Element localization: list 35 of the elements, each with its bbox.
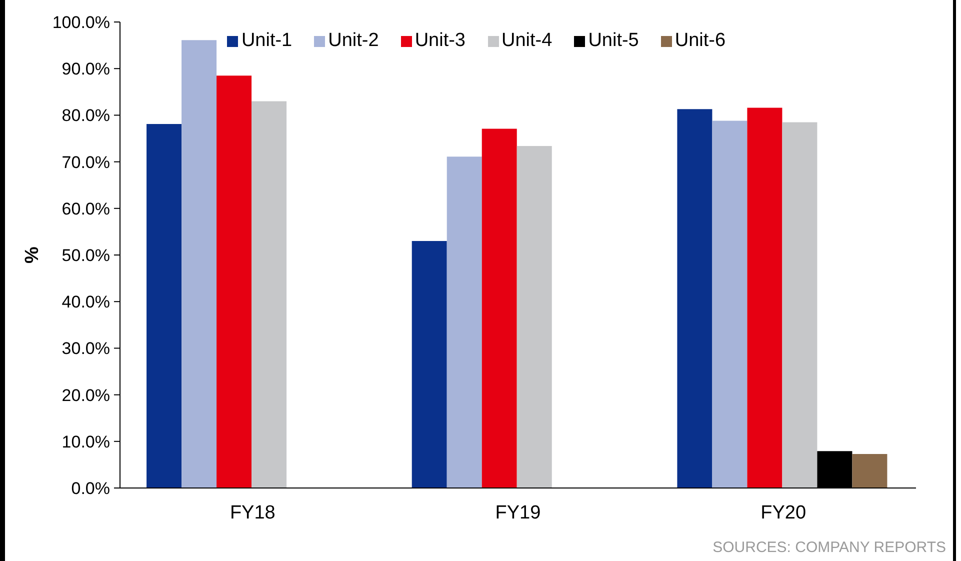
y-tick-label: 0.0%: [71, 479, 110, 498]
legend-label: Unit-3: [414, 30, 466, 51]
x-tick-label: FY18: [230, 502, 276, 524]
y-axis-title: %: [22, 246, 42, 264]
y-tick-label: 80.0%: [62, 106, 110, 126]
bar: [446, 156, 482, 488]
bar: [146, 124, 182, 488]
legend-label: Unit-2: [328, 30, 379, 51]
bar: [482, 128, 517, 488]
bar: [516, 146, 552, 488]
bar: [412, 241, 447, 488]
bar: [252, 101, 287, 488]
bar: [852, 454, 888, 488]
y-tick-label: 20.0%: [62, 386, 110, 405]
legend-label: Unit-6: [674, 30, 726, 51]
bar: [782, 122, 818, 488]
y-tick-label: 90.0%: [62, 60, 110, 79]
legend-label: Unit-5: [588, 30, 639, 51]
y-tick-label: 70.0%: [62, 152, 110, 172]
y-tick-label: 50.0%: [62, 246, 110, 266]
bar: [712, 120, 748, 488]
y-tick-label: 10.0%: [62, 432, 110, 452]
y-tick-label: 100.0%: [52, 13, 110, 32]
bar: [747, 108, 782, 488]
bar: [182, 40, 217, 488]
legend-label: Unit-4: [502, 30, 552, 51]
y-tick-label: 40.0%: [62, 292, 110, 312]
x-tick-label: FY20: [760, 502, 806, 524]
source-note: SOURCES: COMPANY REPORTS: [712, 538, 946, 558]
y-tick-label: 30.0%: [62, 339, 110, 358]
bar: [677, 109, 712, 488]
x-tick-label: FY19: [495, 502, 541, 524]
y-tick-label: 60.0%: [62, 199, 110, 218]
legend-label: Unit-1: [241, 30, 292, 51]
bar: [216, 76, 252, 488]
